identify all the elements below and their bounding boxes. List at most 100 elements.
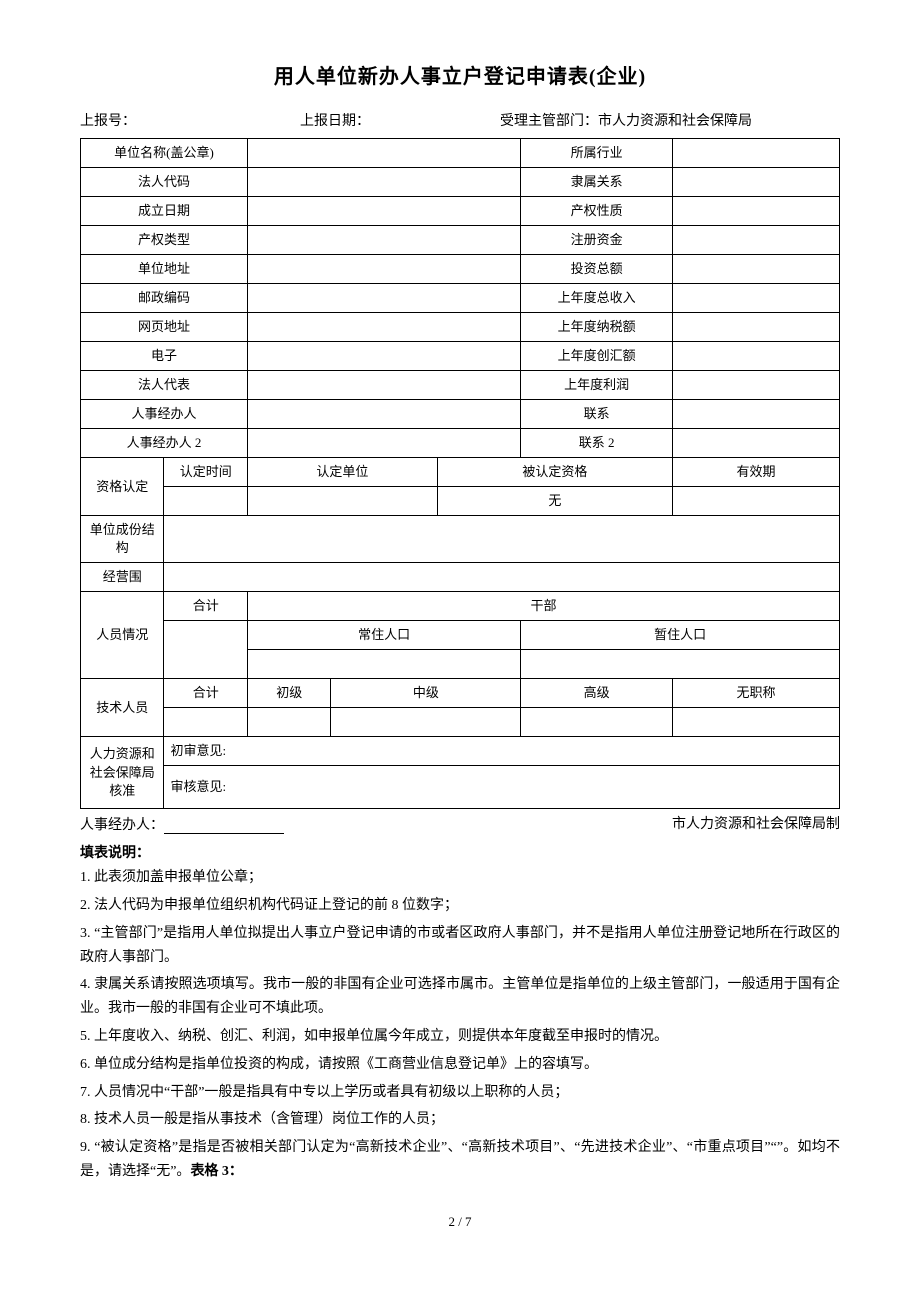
row-value-right bbox=[672, 429, 839, 458]
tech-mid-label: 中级 bbox=[331, 679, 521, 708]
qual-col-unit: 认定单位 bbox=[247, 458, 437, 487]
row-label-left: 人事经办人 bbox=[81, 400, 248, 429]
row-value-right bbox=[672, 400, 839, 429]
footer-right: 市人力资源和社会保障局制 bbox=[672, 813, 840, 834]
row-value-left bbox=[247, 168, 520, 197]
row-label-right: 投资总额 bbox=[521, 255, 673, 284]
header-row: 上报号： 上报日期： 受理主管部门：市人力资源和社会保障局 bbox=[80, 109, 840, 134]
approval-label: 人力资源和社会保障局核准 bbox=[81, 737, 164, 809]
note-item: 5. 上年度收入、纳税、创汇、利润，如申报单位属今年成立，则提供本年度截至申报时… bbox=[80, 1025, 840, 1049]
row-value-left bbox=[247, 139, 520, 168]
note-item: 1. 此表须加盖申报单位公章； bbox=[80, 866, 840, 890]
row-value-left bbox=[247, 197, 520, 226]
report-date-label: 上报日期： bbox=[300, 109, 500, 134]
row-label-right: 注册资金 bbox=[521, 226, 673, 255]
qual-val-cert: 无 bbox=[437, 487, 672, 516]
note-item: 7. 人员情况中“干部”一般是指具有中专以上学历或者具有初级以上职称的人员； bbox=[80, 1081, 840, 1105]
row-label-left: 成立日期 bbox=[81, 197, 248, 226]
row-value-left bbox=[247, 313, 520, 342]
row-value-right bbox=[672, 226, 839, 255]
row-value-right bbox=[672, 313, 839, 342]
row-value-right bbox=[672, 371, 839, 400]
qual-val-valid bbox=[672, 487, 839, 516]
tech-none-label: 无职称 bbox=[672, 679, 839, 708]
qual-col-cert: 被认定资格 bbox=[437, 458, 672, 487]
tech-label: 技术人员 bbox=[81, 679, 164, 737]
page-title: 用人单位新办人事立户登记申请表(企业) bbox=[80, 60, 840, 89]
row-value-left bbox=[247, 226, 520, 255]
approval-first: 初审意见: bbox=[164, 737, 840, 766]
tech-senior-label: 高级 bbox=[521, 679, 673, 708]
row-label-right: 上年度总收入 bbox=[521, 284, 673, 313]
row-label-left: 法人代码 bbox=[81, 168, 248, 197]
row-value-left bbox=[247, 429, 520, 458]
row-value-left bbox=[247, 371, 520, 400]
personnel-temp-value bbox=[521, 650, 840, 679]
personnel-resident-value bbox=[247, 650, 520, 679]
row-value-right bbox=[672, 197, 839, 226]
note-item: 4. 隶属关系请按照选项填写。我市一般的非国有企业可选择市属市。主管单位是指单位… bbox=[80, 973, 840, 1021]
note-item: 2. 法人代码为申报单位组织机构代码证上登记的前 8 位数字； bbox=[80, 894, 840, 918]
personnel-temp-label: 暂住人口 bbox=[521, 621, 840, 650]
notes-title: 填表说明： bbox=[80, 842, 840, 862]
scope-label: 经营围 bbox=[81, 563, 164, 592]
tech-junior-label: 初级 bbox=[247, 679, 330, 708]
row-label-right: 上年度纳税额 bbox=[521, 313, 673, 342]
row-value-left bbox=[247, 342, 520, 371]
personnel-total-label: 合计 bbox=[164, 592, 247, 621]
note-item: 3. “主管部门”是指用人单位拟提出人事立户登记申请的市或者区政府人事部门，并不… bbox=[80, 922, 840, 970]
qual-label: 资格认定 bbox=[81, 458, 164, 516]
row-label-right: 联系 bbox=[521, 400, 673, 429]
application-form-table: 单位名称(盖公章) 所属行业法人代码 隶属关系成立日期 产权性质产权类型 注册资金单位地… bbox=[80, 138, 840, 809]
row-label-left: 电子 bbox=[81, 342, 248, 371]
row-value-left bbox=[247, 255, 520, 284]
dept-label: 受理主管部门：市人力资源和社会保障局 bbox=[500, 109, 840, 134]
row-label-right: 所属行业 bbox=[521, 139, 673, 168]
footer-row: 人事经办人： 市人力资源和社会保障局制 bbox=[80, 813, 840, 834]
notes-list: 1. 此表须加盖申报单位公章； 2. 法人代码为申报单位组织机构代码证上登记的前 … bbox=[80, 866, 840, 1184]
row-value-left bbox=[247, 400, 520, 429]
note-item: 9. “被认定资格”是指是否被相关部门认定为“高新技术企业”、“高新技术项目”、… bbox=[80, 1136, 840, 1184]
tech-senior-value bbox=[521, 708, 673, 737]
unit-struct-value bbox=[164, 516, 840, 563]
tech-mid-value bbox=[331, 708, 521, 737]
personnel-label: 人员情况 bbox=[81, 592, 164, 679]
row-label-left: 法人代表 bbox=[81, 371, 248, 400]
tech-total-label: 合计 bbox=[164, 679, 247, 708]
row-label-right: 上年度创汇额 bbox=[521, 342, 673, 371]
tech-none-value bbox=[672, 708, 839, 737]
row-label-left: 网页地址 bbox=[81, 313, 248, 342]
row-label-left: 单位名称(盖公章) bbox=[81, 139, 248, 168]
personnel-cadre-label: 干部 bbox=[247, 592, 839, 621]
row-value-right bbox=[672, 139, 839, 168]
row-label-left: 人事经办人 2 bbox=[81, 429, 248, 458]
note-item: 6. 单位成分结构是指单位投资的构成，请按照《工商营业信息登记单》上的容填写。 bbox=[80, 1053, 840, 1077]
qual-val-time bbox=[164, 487, 247, 516]
row-label-right: 产权性质 bbox=[521, 197, 673, 226]
approval-review: 审核意见: bbox=[164, 766, 840, 809]
row-value-right bbox=[672, 342, 839, 371]
report-no-label: 上报号： bbox=[80, 109, 300, 134]
footer-left: 人事经办人： bbox=[80, 813, 284, 834]
row-label-left: 单位地址 bbox=[81, 255, 248, 284]
row-label-left: 邮政编码 bbox=[81, 284, 248, 313]
page-number: 2 / 7 bbox=[80, 1214, 840, 1230]
table3-label: 表格 3： bbox=[190, 1164, 243, 1179]
tech-total-value bbox=[164, 708, 247, 737]
row-label-right: 上年度利润 bbox=[521, 371, 673, 400]
qual-val-unit bbox=[247, 487, 437, 516]
row-value-right bbox=[672, 255, 839, 284]
tech-junior-value bbox=[247, 708, 330, 737]
row-value-right bbox=[672, 284, 839, 313]
personnel-resident-label: 常住人口 bbox=[247, 621, 520, 650]
personnel-total-value bbox=[164, 621, 247, 679]
qual-col-time: 认定时间 bbox=[164, 458, 247, 487]
row-label-left: 产权类型 bbox=[81, 226, 248, 255]
row-value-right bbox=[672, 168, 839, 197]
row-value-left bbox=[247, 284, 520, 313]
note-item: 8. 技术人员一般是指从事技术（含管理）岗位工作的人员； bbox=[80, 1108, 840, 1132]
row-label-right: 联系 2 bbox=[521, 429, 673, 458]
scope-value bbox=[164, 563, 840, 592]
qual-col-valid: 有效期 bbox=[672, 458, 839, 487]
row-label-right: 隶属关系 bbox=[521, 168, 673, 197]
